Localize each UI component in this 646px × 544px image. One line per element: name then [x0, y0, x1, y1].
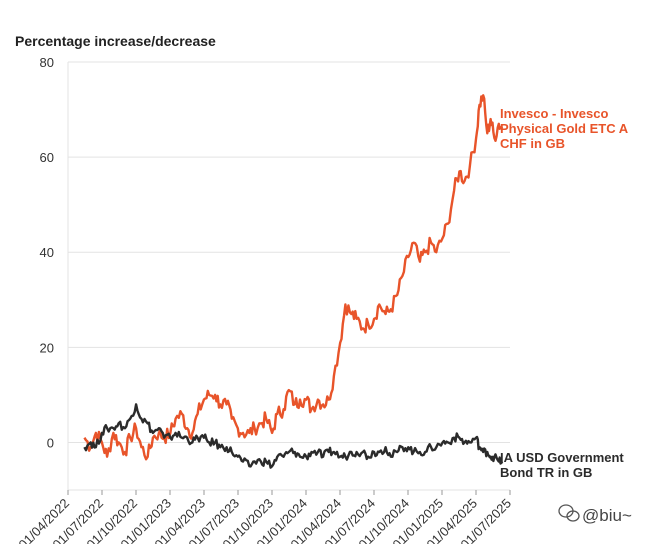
series-lines [83, 94, 504, 469]
series-line-2 [83, 403, 504, 469]
series-label: CHF in GB [500, 136, 565, 151]
wechat-icon [558, 504, 580, 522]
watermark: @biu~ [558, 504, 632, 525]
y-axis-title: Percentage increase/decrease [15, 33, 216, 49]
series-label: IA USD Government [500, 450, 624, 465]
series-label: Bond TR in GB [500, 465, 592, 480]
y-tick-label: 0 [47, 435, 54, 450]
y-tick-label: 60 [40, 150, 54, 165]
gridlines [67, 61, 510, 491]
x-axis-ticks: 01/04/202201/07/202201/10/202201/01/2023… [15, 490, 514, 544]
watermark-text: @biu~ [582, 506, 632, 525]
y-tick-label: 20 [40, 340, 54, 355]
y-tick-label: 40 [40, 245, 54, 260]
series-line-1 [83, 94, 504, 461]
series-label: Physical Gold ETC A [500, 121, 629, 136]
y-axis-ticks: 0 20 40 60 80 [40, 55, 54, 450]
y-tick-label: 80 [40, 55, 54, 70]
series-label: Invesco - Invesco [500, 106, 608, 121]
